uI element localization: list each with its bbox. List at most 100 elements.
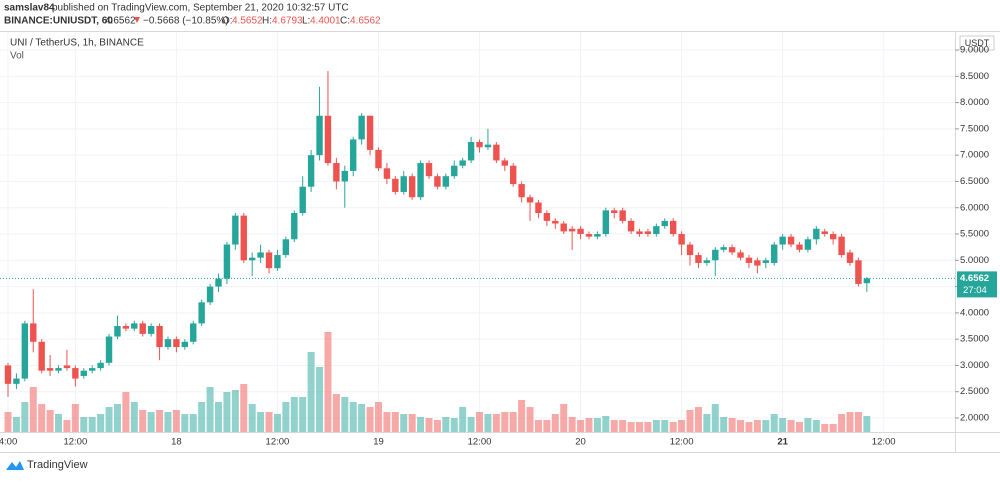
volume-bar [46,410,54,432]
currency: USDT [965,38,990,48]
volume-bar [408,414,416,432]
volume-bar [476,412,484,432]
candle-body [122,326,130,329]
volume-bar [433,420,441,432]
volume-bar [829,424,837,432]
candle-body [442,176,450,187]
price-tag [957,271,997,298]
o-value: 4.5652 [232,16,263,27]
candle-body [745,257,753,263]
volume-bar [105,407,113,432]
candle-body [30,323,37,342]
candle-body [804,239,812,250]
candle-body [147,326,155,334]
y-tick-label: 7.5000 [960,123,989,134]
candle-body [80,370,87,376]
h-value: 4.6793 [272,16,303,27]
volume-bar [669,422,677,432]
candle-body [21,323,29,379]
volume-bar [223,392,231,432]
volume-bar [156,410,164,432]
candle-body [190,323,197,342]
symbol: BINANCE:UNIUSDT, 60 [4,16,113,27]
volume-bar [240,384,248,432]
volume-bar [332,394,340,432]
x-tick-label: 12:00 [63,437,87,448]
volume-bar [97,414,105,432]
candle-body [838,236,845,256]
candle-body [510,165,517,185]
y-tick-label: 2.5000 [960,386,989,397]
volume-bar [694,407,702,432]
volume-bar [644,422,652,432]
candle-body [350,139,357,171]
volume-bar [686,410,694,432]
volume-bar [189,414,197,432]
candle-body [13,378,20,384]
volume-bar [80,417,88,432]
volume-bar [63,420,71,432]
x-tick-label: 12:00 [468,437,492,448]
candle-body [762,260,769,263]
volume-bar [753,420,761,432]
y-tick-label: 4.0000 [960,307,989,318]
candle-body [568,228,576,232]
volume-bar [71,404,79,432]
x-tick-label: 18 [171,437,182,448]
candle-body [720,247,727,250]
axis-layer: 2.00002.50003.00003.50004.00004.50005.00… [0,45,997,448]
volume-bar [88,417,96,432]
volume-bar [577,420,585,432]
volume-bar [779,418,787,432]
candle-body [198,302,205,324]
author: samslav84 [4,3,55,14]
volume-bar [602,416,610,432]
candle-body [771,244,778,263]
volume-bar [181,414,189,432]
candle-body [139,323,146,334]
header-last: 4.6562 [105,16,136,27]
x-tick-label: 12:00 [872,437,896,448]
published: published on TradingView.com, September … [52,3,349,14]
candle-body [855,260,862,284]
volume-bar [400,414,408,432]
candle-body [240,215,247,261]
down-arrow [134,17,140,23]
volume-bar [139,410,147,432]
candle-body [400,176,407,192]
volume-bar [636,422,643,432]
x-tick-label: 20 [575,437,586,448]
volume-bar [425,418,433,432]
y-tick-label: 6.0000 [960,202,989,213]
candle-body [779,236,786,245]
x-tick-label: 4:00 [0,437,17,448]
candle-body [173,339,180,348]
volume-bar [526,407,534,432]
h-label: H: [262,16,272,27]
volume-bar [459,407,467,432]
volume-bar [55,414,63,432]
candle-body [543,212,551,221]
candle-body [164,339,172,348]
volume-bar [198,402,206,432]
volume-bar [29,387,37,432]
candle-body [425,163,433,177]
x-tick-label: 21 [777,437,788,448]
candle-body [282,239,290,256]
candle-body [846,252,854,263]
candle-body [434,176,441,187]
countdown: 27:04 [963,285,987,296]
candle-body [265,252,273,269]
volume-bar [762,420,770,432]
volume-bar [324,332,332,432]
volume-bar [12,417,20,432]
candle-body [728,247,736,253]
l-label: L: [302,16,310,27]
candle-body [55,368,62,371]
volume-layer [4,332,871,432]
volume-bar [534,420,542,432]
volume-bar [273,414,281,432]
candle-body [72,368,79,379]
